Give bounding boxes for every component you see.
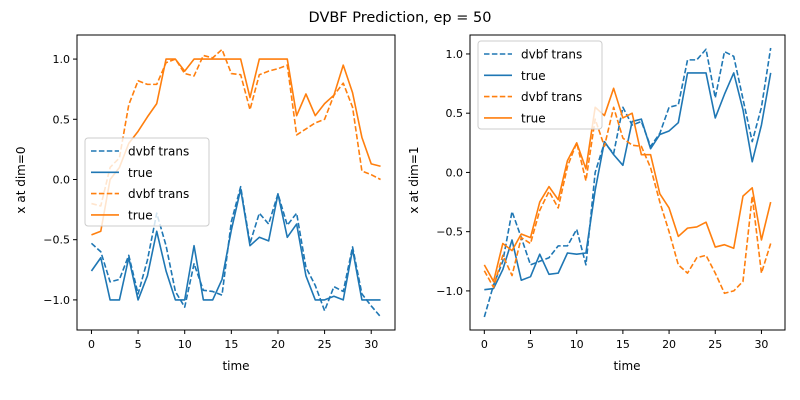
right-x-tick-label: 20 <box>662 338 676 351</box>
left-x-tick-label: 25 <box>318 338 332 351</box>
left-axes-frame <box>76 34 396 331</box>
right-axes-frame <box>469 34 786 331</box>
left-y-tick-label: −0.5 <box>43 234 70 247</box>
right-x-tick-label: 10 <box>570 338 584 351</box>
left-chart: time x at dim=0 <box>14 146 250 373</box>
right-y-tick-label: 1.0 <box>446 48 464 61</box>
right-legend-label: dvbf trans <box>521 90 582 104</box>
left-legend-label: true <box>128 166 153 180</box>
right-y-axis-label: x at dim=1 <box>407 146 421 213</box>
right-x-axis-label: time <box>613 359 640 373</box>
right-series-blue-solid <box>484 72 772 291</box>
left-series-orange-dashed <box>91 48 381 207</box>
left-series-blue-dashed <box>90 185 382 318</box>
right-legend-label: dvbf trans <box>521 48 582 62</box>
right-y-tick-label: −0.5 <box>436 226 463 239</box>
right-legend-box <box>477 40 603 130</box>
right-plot-area: 0 5 10 15 20 25 30 −1.0 −0.5 0.0 0.5 1.0 dvbf trans t… <box>436 34 786 351</box>
left-x-tick-label: 15 <box>224 338 238 351</box>
left-x-axis-label: time <box>222 359 249 373</box>
left-y-tick-label: 0.5 <box>53 113 71 126</box>
left-y-tick-label: 0.0 <box>53 173 71 186</box>
right-y-tick-label: 0.0 <box>446 166 464 179</box>
right-series-orange-solid <box>483 87 772 283</box>
figure-title: DVBF Prediction, ep = 50 <box>309 10 492 26</box>
right-legend-label: true <box>521 111 546 125</box>
right-x-tick-label: 5 <box>527 338 534 351</box>
left-series-orange-solid <box>91 58 381 236</box>
right-y-tick-label: −1.0 <box>436 285 463 298</box>
left-y-tick-label: −1.0 <box>43 294 70 307</box>
left-legend-label: true <box>128 208 153 222</box>
right-x-tick-label: 30 <box>754 338 768 351</box>
left-x-tick-label: 0 <box>88 338 95 351</box>
left-plot-area: 0 5 10 15 20 25 30 −1.0 −0.5 0.0 0.5 1.0 dvbf trans t… <box>43 34 396 351</box>
left-y-tick-label: 1.0 <box>53 53 71 66</box>
right-y-tick-label: 0.5 <box>446 107 464 120</box>
left-legend-label: dvbf trans <box>128 187 189 201</box>
right-x-tick-label: 25 <box>708 338 722 351</box>
right-chart: time x at dim=1 <box>407 146 641 373</box>
left-x-tick-label: 5 <box>135 338 142 351</box>
right-x-tick-label: 0 <box>481 338 488 351</box>
left-legend: dvbf trans true dvbf trans true <box>84 137 210 227</box>
left-y-axis-label: x at dim=0 <box>14 146 28 213</box>
right-series-orange-dashed <box>483 106 772 295</box>
left-x-tick-label: 30 <box>364 338 378 351</box>
left-legend-label: dvbf trans <box>128 145 189 159</box>
right-legend-label: true <box>521 69 546 83</box>
right-x-tick-label: 15 <box>616 338 630 351</box>
right-legend: dvbf trans true dvbf trans true <box>477 40 603 130</box>
left-legend-box <box>84 137 210 227</box>
left-x-tick-label: 10 <box>178 338 192 351</box>
left-x-tick-label: 20 <box>271 338 285 351</box>
left-series-blue-solid <box>90 188 381 301</box>
